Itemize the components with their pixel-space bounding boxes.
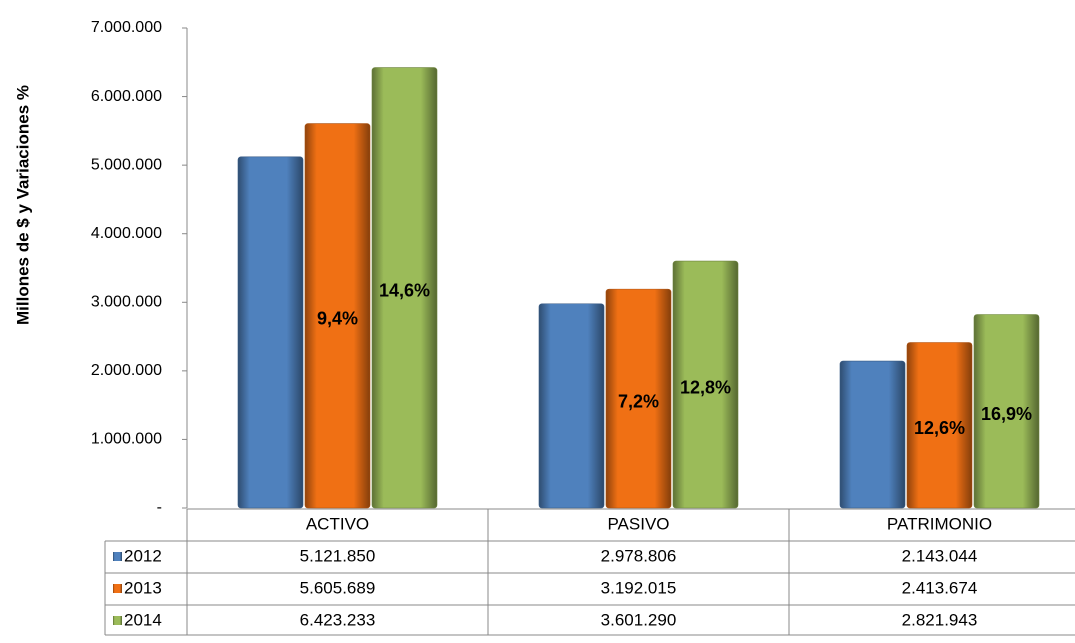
bar bbox=[304, 123, 371, 509]
y-tick-label: 7.000.000 bbox=[91, 19, 162, 36]
variation-label: 7,2% bbox=[618, 391, 659, 411]
bar bbox=[605, 288, 672, 509]
variation-label: 16,9% bbox=[981, 404, 1032, 424]
y-tick-label: 1.000.000 bbox=[91, 431, 162, 448]
bar bbox=[237, 156, 304, 509]
table-value: 2.143.044 bbox=[902, 546, 978, 565]
table-value: 2.413.674 bbox=[902, 578, 978, 597]
legend-key bbox=[113, 584, 122, 593]
y-axis-label: Millones de $ y Variaciones % bbox=[13, 85, 32, 325]
legend-label: 2013 bbox=[124, 578, 162, 597]
legend-label: 2014 bbox=[124, 610, 162, 629]
variation-label: 12,6% bbox=[914, 418, 965, 438]
y-tick-label: - bbox=[157, 499, 162, 516]
table-value: 3.601.290 bbox=[601, 610, 677, 629]
y-tick-label: 5.000.000 bbox=[91, 156, 162, 173]
variation-label: 9,4% bbox=[317, 309, 358, 329]
bar bbox=[538, 303, 605, 509]
variation-label: 12,8% bbox=[680, 377, 731, 397]
bar bbox=[839, 360, 906, 509]
legend-label: 2012 bbox=[124, 546, 162, 565]
bar bbox=[973, 314, 1040, 509]
legend-key bbox=[113, 616, 122, 625]
x-tick-label: PATRIMONIO bbox=[887, 514, 992, 533]
table-value: 5.121.850 bbox=[300, 546, 376, 565]
x-tick-label: PASIVO bbox=[607, 514, 669, 533]
y-tick-label: 2.000.000 bbox=[91, 362, 162, 379]
legend-key bbox=[113, 552, 122, 561]
y-tick-label: 6.000.000 bbox=[91, 88, 162, 105]
table-value: 5.605.689 bbox=[300, 578, 376, 597]
y-tick-label: 4.000.000 bbox=[91, 225, 162, 242]
table-value: 3.192.015 bbox=[601, 578, 677, 597]
bar bbox=[906, 342, 973, 509]
table-value: 2.978.806 bbox=[601, 546, 677, 565]
bar bbox=[371, 67, 438, 509]
y-tick-label: 3.000.000 bbox=[91, 294, 162, 311]
bar bbox=[672, 260, 739, 509]
x-tick-label: ACTIVO bbox=[306, 514, 369, 533]
table-value: 2.821.943 bbox=[902, 610, 978, 629]
table-value: 6.423.233 bbox=[300, 610, 376, 629]
variation-label: 14,6% bbox=[379, 281, 430, 301]
